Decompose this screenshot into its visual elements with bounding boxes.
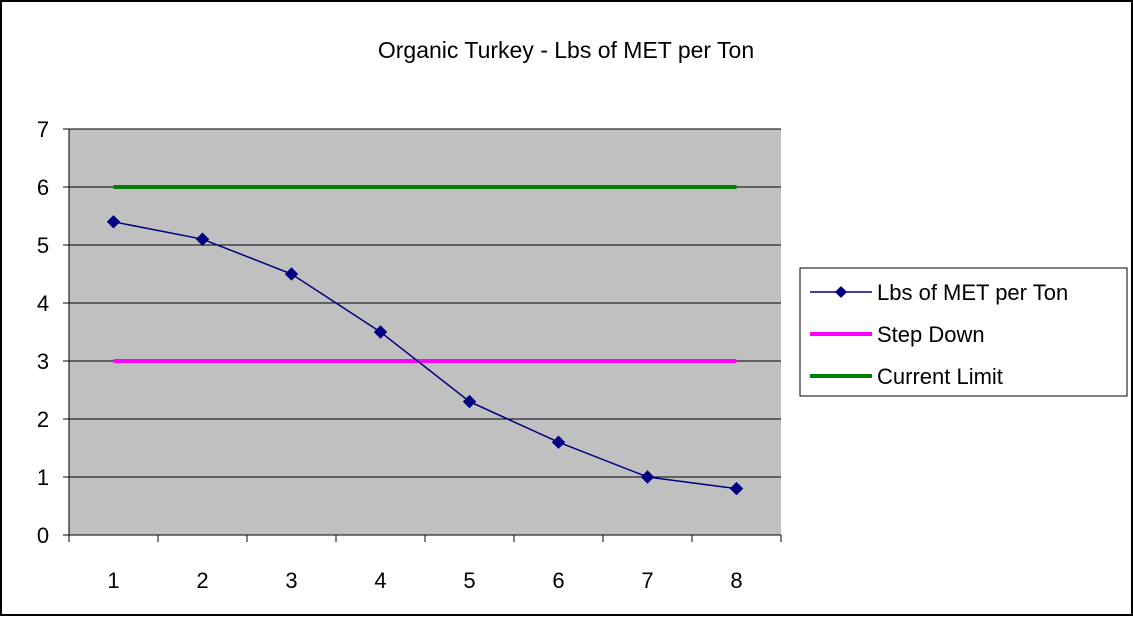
x-tick-label: 3	[285, 568, 297, 593]
data-point-marker	[284, 267, 299, 281]
legend: Lbs of MET per Ton Step Down Current Limit	[799, 267, 1128, 397]
x-tick-label: 8	[730, 568, 742, 593]
x-tick-label: 4	[374, 568, 386, 593]
legend-label: Lbs of MET per Ton	[877, 280, 1068, 305]
series	[106, 185, 744, 496]
y-tick-label: 5	[37, 233, 49, 258]
y-tick-label: 2	[37, 407, 49, 432]
plot-area	[69, 129, 781, 535]
legend-item: Step Down	[810, 322, 985, 347]
legend-label: Current Limit	[877, 364, 1003, 389]
x-tick-label: 7	[641, 568, 653, 593]
legend-items: Lbs of MET per Ton Step Down Current Limit	[810, 280, 1068, 389]
axes: 0 1 2 3 4 5 6 7 1 2 3 4 5 6 7 8	[37, 117, 782, 593]
data-point-marker	[640, 470, 655, 484]
data-point-marker	[729, 481, 744, 496]
y-tick-label: 4	[37, 291, 49, 316]
legend-item: Lbs of MET per Ton	[810, 280, 1068, 305]
data-point-marker	[462, 394, 477, 409]
x-tick-label: 2	[196, 568, 208, 593]
y-tick-label: 1	[37, 465, 49, 490]
data-point-marker	[551, 435, 566, 449]
legend-item: Current Limit	[810, 364, 1003, 389]
data-point-marker	[373, 325, 388, 339]
legend-label: Step Down	[877, 322, 985, 347]
y-tick-label: 6	[37, 175, 49, 200]
x-tick-label: 1	[107, 568, 119, 593]
data-point-marker	[106, 215, 121, 229]
y-tick-label: 7	[37, 117, 49, 142]
chart-title: Organic Turkey - Lbs of MET per Ton	[378, 37, 754, 63]
legend-marker	[835, 286, 847, 298]
x-tick-label: 5	[463, 568, 475, 593]
x-tick-label: 6	[552, 568, 564, 593]
series-line	[113, 221, 737, 490]
data-point-marker	[195, 232, 210, 246]
y-tick-label: 0	[37, 523, 49, 548]
y-tick-label: 3	[37, 349, 49, 374]
series-lbs-of-met-per-ton	[106, 215, 744, 496]
